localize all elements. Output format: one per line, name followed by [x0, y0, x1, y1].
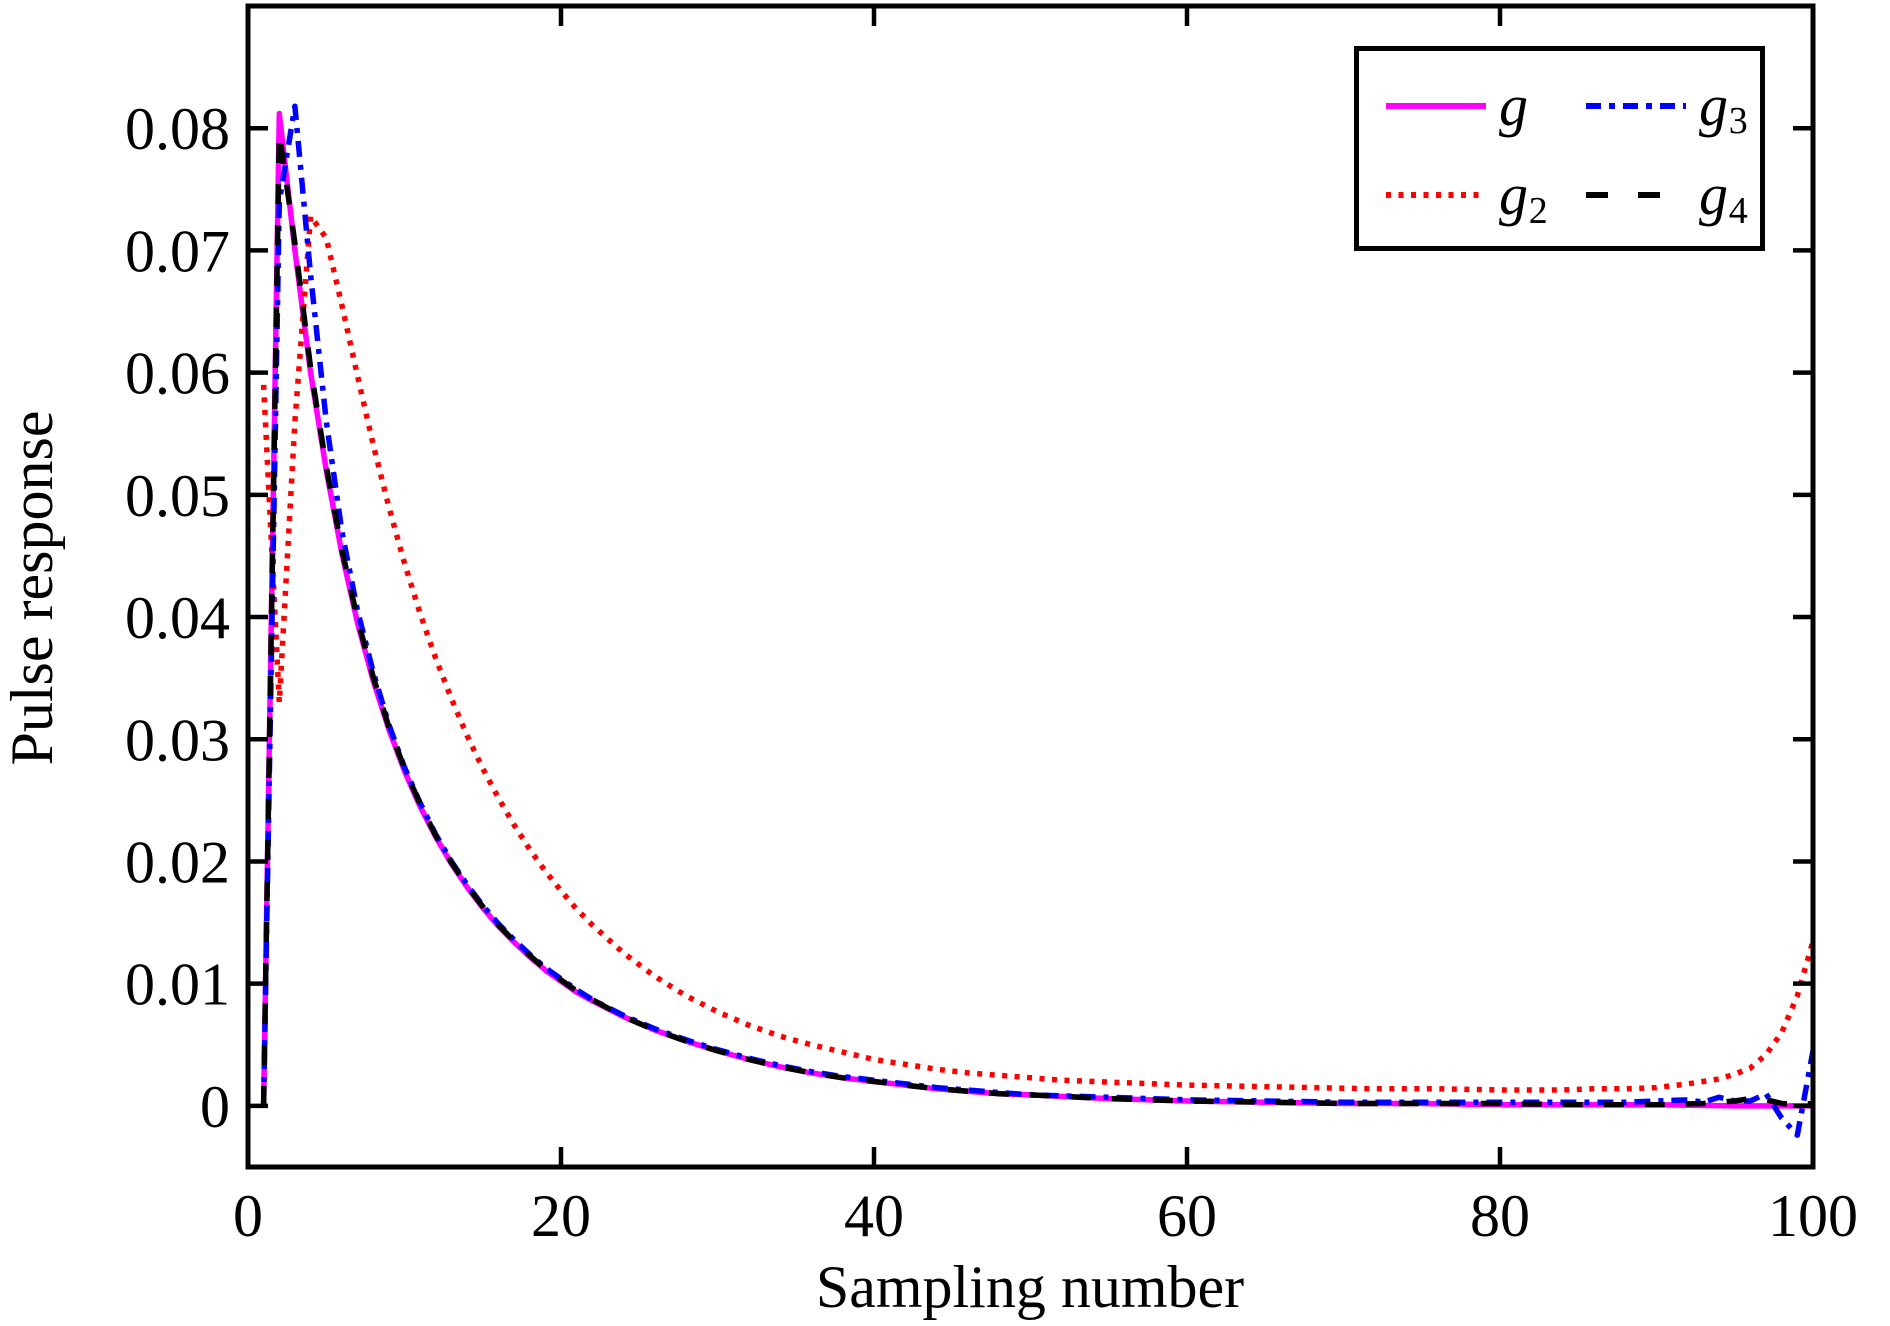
legend-label-g3: g3: [1699, 76, 1748, 140]
legend-line-g3: [1585, 97, 1687, 115]
axes-group: [245, 3, 1816, 1170]
legend-entry-g4: g4: [1585, 152, 1750, 238]
y-tick-label: 0.01: [125, 952, 230, 1018]
legend-swatch-svg: [1586, 102, 1686, 109]
legend-label-g2: g2: [1499, 166, 1548, 230]
tick-labels-group: 0 20 40 60 80 100 0 0.01 0.02 0.03 0.04 0.05 0.06 0.0…: [125, 96, 1858, 1249]
x-axis-label: Sampling number: [816, 1254, 1244, 1320]
y-tick-label: 0: [200, 1074, 230, 1140]
legend-entry-g3: g3: [1585, 63, 1750, 149]
series-g3-line: [260, 103, 1816, 1138]
y-tick-label: 0.02: [125, 829, 230, 895]
legend-swatch-svg: [1586, 192, 1686, 199]
legend-label-base: g: [1699, 72, 1728, 138]
y-tick-label: 0.03: [125, 707, 230, 773]
x-tick-label: 0: [233, 1183, 263, 1249]
legend-label-sub: 4: [1728, 189, 1748, 232]
x-tick-label: 60: [1157, 1183, 1217, 1249]
series-group: [260, 103, 1816, 1138]
legend-line-g4: [1585, 186, 1687, 204]
x-tick-label: 40: [844, 1183, 904, 1249]
legend-label-base: g: [1699, 162, 1728, 228]
series-g4-line: [260, 130, 1814, 1108]
legend-entry-g: g: [1385, 63, 1585, 149]
y-tick-label: 0.07: [125, 218, 230, 284]
x-tick-label: 100: [1768, 1183, 1858, 1249]
legend-swatch-svg: [1386, 102, 1486, 109]
legend-line-g: [1385, 97, 1487, 115]
y-tick-label: 0.05: [125, 463, 230, 529]
series-g2-line: [260, 213, 1816, 1093]
legend-line-g2: [1385, 186, 1487, 204]
legend-label-g4: g4: [1699, 166, 1748, 230]
x-tick-label: 80: [1470, 1183, 1530, 1249]
x-tick-label: 20: [531, 1183, 591, 1249]
y-axis-label: Pulse response: [0, 411, 65, 766]
y-tick-label: 0.04: [125, 585, 230, 651]
legend-entry-g2: g2: [1385, 152, 1585, 238]
series-g-line: [260, 110, 1813, 1109]
legend-label-g: g: [1499, 76, 1528, 135]
legend-label-sub: 2: [1528, 189, 1548, 232]
legend-label-base: g: [1499, 72, 1528, 138]
plot-box: [245, 3, 1816, 1170]
y-tick-label: 0.08: [125, 96, 230, 162]
legend: g g3 g2 g4: [1354, 46, 1765, 251]
legend-label-sub: 3: [1728, 100, 1748, 143]
legend-swatch-svg: [1386, 192, 1486, 199]
legend-label-base: g: [1499, 162, 1528, 228]
y-tick-label: 0.06: [125, 341, 230, 407]
